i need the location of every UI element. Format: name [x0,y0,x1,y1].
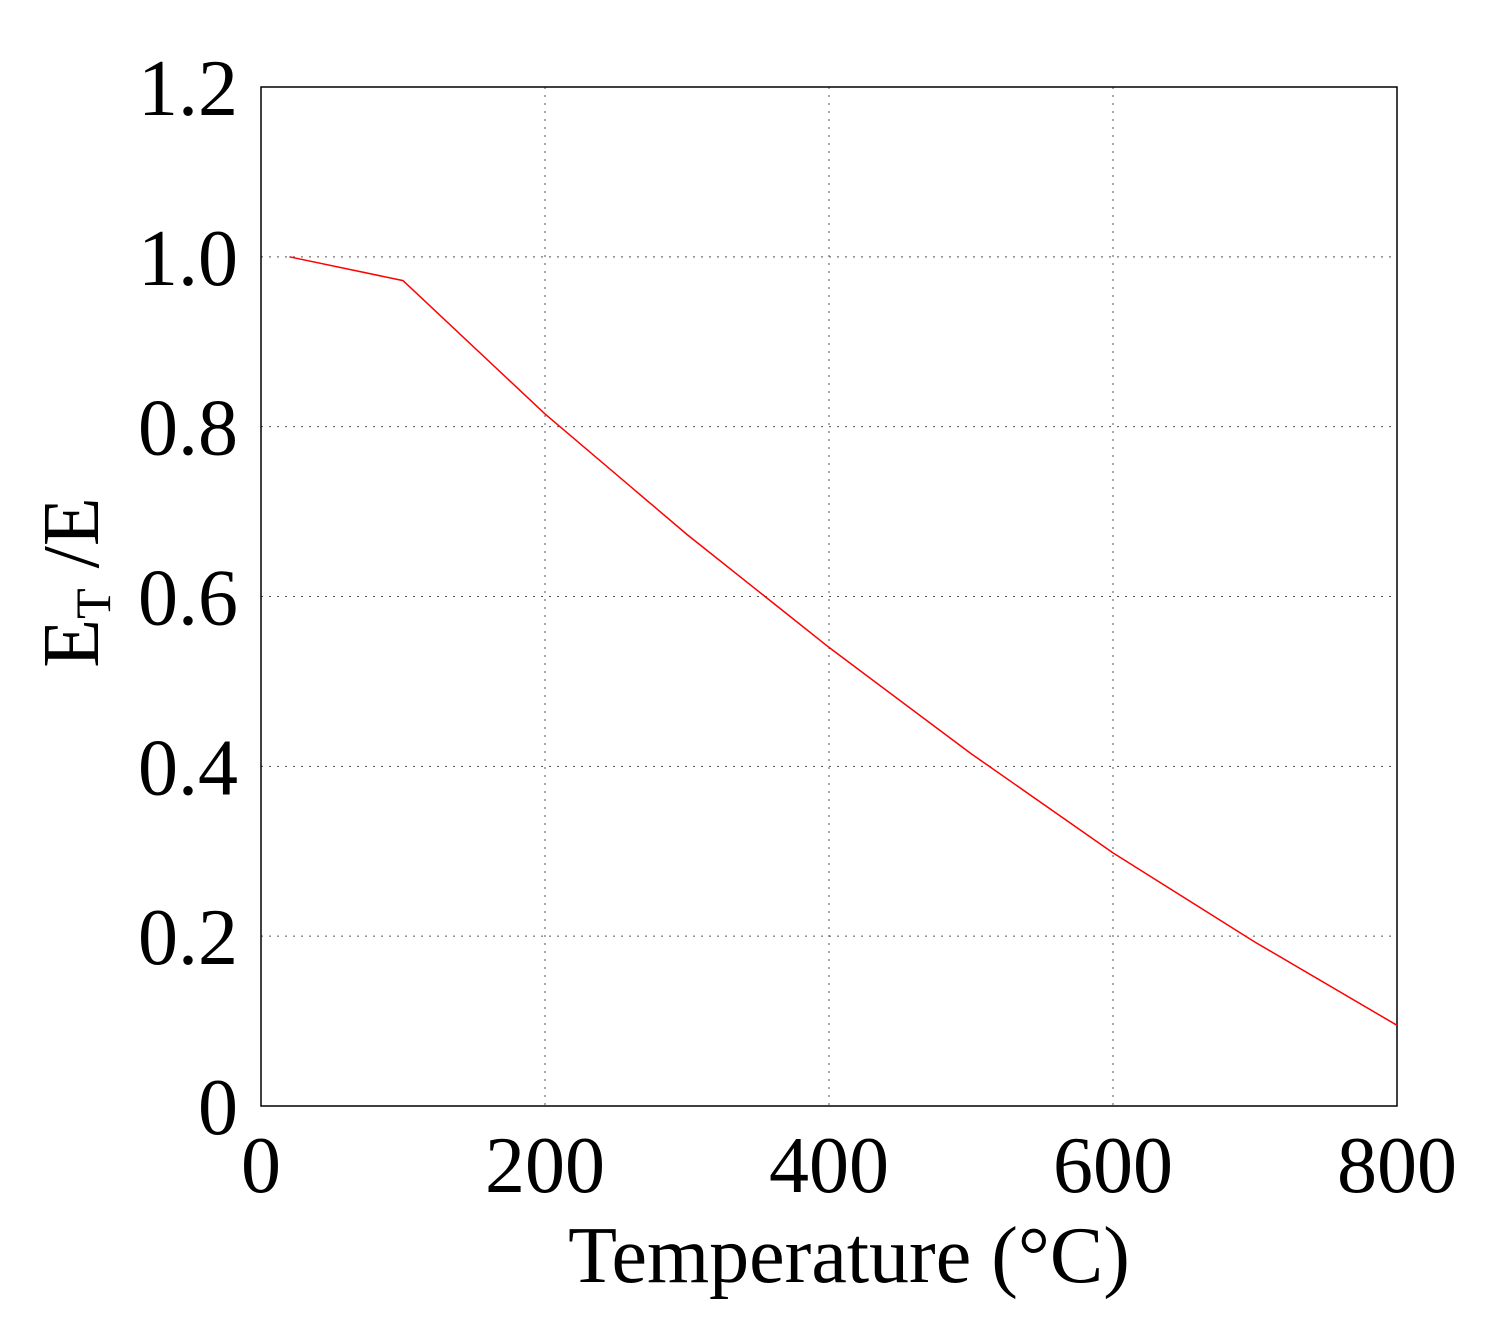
y-tick-labels: 0 0.2 0.4 0.6 0.8 1.0 1.2 [138,45,238,1152]
y-tick-label: 0.4 [138,724,238,812]
y-tick-label: 1.0 [138,215,238,303]
x-tick-label: 200 [485,1122,605,1210]
grid-lines [261,87,1397,1106]
x-tick-label: 0 [241,1122,281,1210]
x-tick-label: 800 [1337,1122,1457,1210]
y-tick-label: 1.2 [138,45,238,133]
y-tick-label: 0 [198,1064,238,1152]
x-tick-labels: 0 200 400 600 800 [241,1122,1457,1210]
x-tick-label: 600 [1053,1122,1173,1210]
y-axis-label-tail: /E [28,497,116,588]
series-line [289,256,1398,1026]
y-tick-label: 0.6 [138,555,238,643]
y-axis-label: ET /E [28,497,121,668]
y-axis-label-main: E [28,619,116,668]
y-tick-label: 0.2 [138,894,238,982]
series-layer [289,256,1398,1026]
y-tick-label: 0.8 [138,385,238,473]
x-tick-label: 400 [769,1122,889,1210]
x-axis-label: Temperature (°C) [568,1212,1130,1300]
y-axis-label-subscript: T [65,588,121,619]
plot-frame [260,86,1398,1107]
